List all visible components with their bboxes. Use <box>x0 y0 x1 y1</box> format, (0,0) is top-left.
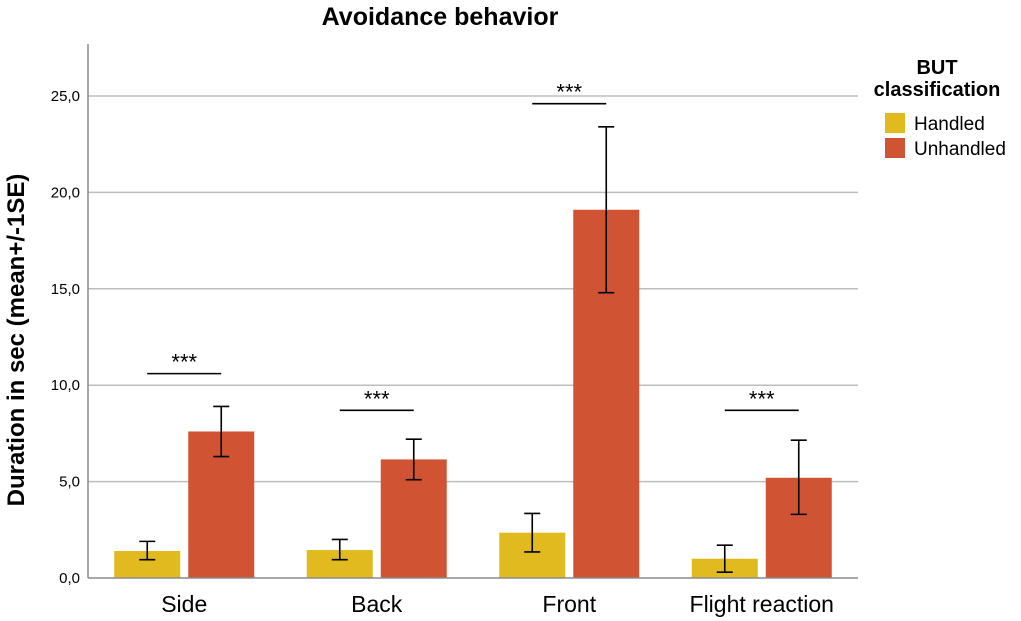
legend-swatch-unhandled <box>885 138 905 158</box>
error-bar <box>213 405 230 458</box>
error-bar <box>790 439 807 516</box>
y-tick-label: 15,0 <box>51 281 80 298</box>
significance-label: *** <box>749 386 775 411</box>
error-bar <box>598 126 615 294</box>
x-tick-label: Front <box>542 591 596 617</box>
y-tick-label: 5,0 <box>59 474 80 491</box>
significance-label: *** <box>364 386 390 411</box>
error-bar <box>139 540 156 561</box>
legend-title-line1: BUT <box>916 57 957 79</box>
y-tick-label: 20,0 <box>51 184 80 201</box>
error-bar <box>405 438 422 481</box>
x-tick-label: Side <box>161 591 207 617</box>
legend-swatch-handled <box>885 113 905 133</box>
x-tick-label: Back <box>351 591 403 617</box>
y-axis-label: Duration in sec (mean+/-1SE) <box>3 174 30 507</box>
significance-label: *** <box>171 350 197 375</box>
error-bar <box>716 544 733 574</box>
x-tick-label: Flight reaction <box>690 591 834 617</box>
y-tick-label: 25,0 <box>51 88 80 105</box>
axes: 0,0 5,0 10,0 15,0 20,0 25,0 Side Back Front Fligh… <box>51 44 858 617</box>
y-tick-label: 10,0 <box>51 377 80 394</box>
error-bar <box>524 512 541 553</box>
significance-markers: *** *** *** *** <box>147 80 799 411</box>
legend: BUT classification Handled Unhandled <box>874 57 1006 160</box>
gridlines <box>88 95 858 483</box>
bars <box>114 209 832 578</box>
error-bar <box>331 538 348 561</box>
y-tick-label: 0,0 <box>59 570 80 587</box>
legend-label-unhandled: Unhandled <box>914 139 1006 160</box>
legend-label-handled: Handled <box>914 114 985 135</box>
error-bars <box>139 126 807 574</box>
legend-title-line2: classification <box>874 79 1001 101</box>
significance-label: *** <box>556 80 582 105</box>
chart-title: Avoidance behavior <box>322 3 559 31</box>
